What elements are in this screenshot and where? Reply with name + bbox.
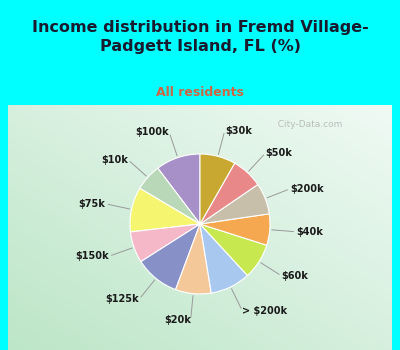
Text: $200k: $200k (290, 184, 324, 194)
Text: $60k: $60k (282, 271, 308, 281)
Text: $30k: $30k (225, 126, 252, 135)
Wedge shape (130, 224, 200, 261)
Wedge shape (158, 154, 200, 224)
Wedge shape (141, 224, 200, 289)
Text: $50k: $50k (266, 148, 292, 158)
Wedge shape (200, 154, 235, 224)
Wedge shape (200, 184, 269, 224)
Wedge shape (200, 224, 248, 293)
Wedge shape (200, 224, 267, 275)
Wedge shape (140, 168, 200, 224)
Wedge shape (176, 224, 211, 294)
Text: $10k: $10k (101, 155, 128, 164)
Wedge shape (200, 214, 270, 245)
Wedge shape (130, 188, 200, 232)
Text: $75k: $75k (79, 199, 106, 209)
Text: $100k: $100k (136, 127, 169, 138)
Text: $125k: $125k (106, 294, 139, 304)
Text: All residents: All residents (156, 86, 244, 99)
Text: $40k: $40k (296, 227, 323, 237)
Text: $150k: $150k (75, 251, 109, 261)
Text: $20k: $20k (164, 315, 191, 325)
Text: > $200k: > $200k (242, 306, 288, 316)
Text: Income distribution in Fremd Village-
Padgett Island, FL (%): Income distribution in Fremd Village- Pa… (32, 20, 368, 54)
Text: City-Data.com: City-Data.com (272, 120, 343, 129)
Wedge shape (200, 163, 258, 224)
